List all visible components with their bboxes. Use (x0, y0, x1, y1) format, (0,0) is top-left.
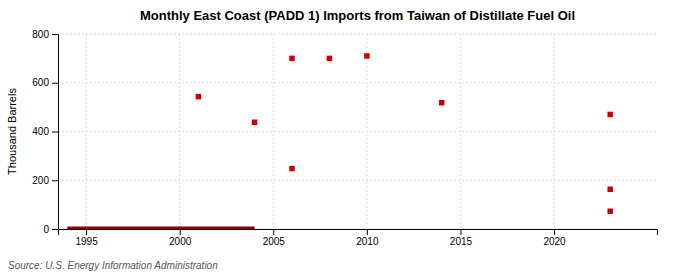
source: Source: U.S. Energy Information Administ… (8, 260, 218, 271)
x-tick-label: 2005 (263, 236, 286, 247)
x-tick: 2000 (169, 229, 192, 247)
line (67, 227, 254, 229)
y-tick-mark (52, 180, 58, 181)
y-tick-label: 400 (32, 126, 49, 137)
y-tick-mark (52, 132, 58, 133)
y-tick: 0 (43, 224, 58, 235)
y-tick: 600 (32, 77, 58, 88)
title: Monthly East Coast (PADD 1) Imports from… (140, 8, 575, 23)
y-axis-line (52, 35, 59, 230)
x-tick: 2020 (543, 229, 566, 247)
marks (67, 53, 613, 228)
y-axis: 0 200 400 600 800 (32, 29, 58, 235)
point (607, 112, 612, 117)
point (252, 119, 257, 124)
x-tick: 1995 (75, 229, 98, 247)
y-tick: 200 (32, 175, 58, 186)
grid (58, 34, 657, 229)
plot: 1995 2000 2005 2010 2015 2020 0 200 400 600 800 (32, 29, 657, 247)
y-tick-mark (52, 83, 58, 84)
grid-line-y (58, 180, 657, 181)
x-tick-label: 2020 (543, 236, 566, 247)
grid-line-y (58, 82, 657, 83)
grid-line-x (273, 34, 274, 229)
x-tick-mark (367, 229, 368, 235)
point (196, 94, 201, 99)
y-tick-label: 0 (43, 224, 49, 235)
x-tick-mark (86, 229, 87, 235)
x-axis: 1995 2000 2005 2010 2015 2020 (59, 229, 658, 247)
point (289, 166, 294, 171)
x-tick-mark (273, 229, 274, 235)
x-axis-line (59, 230, 658, 236)
chart: 1995 2000 2005 2010 2015 2020 0 200 400 600 800 Mon… (0, 0, 675, 275)
x-tick-label: 2015 (450, 236, 473, 247)
y-tick-mark (52, 229, 58, 230)
point (364, 53, 369, 58)
y-tick-label: 200 (32, 175, 49, 186)
y-tick: 800 (32, 29, 58, 40)
y-tick-label: 800 (32, 29, 49, 40)
x-tick-label: 2000 (169, 236, 192, 247)
x-tick: 2015 (450, 229, 473, 247)
x-tick-mark (460, 229, 461, 235)
grid-line-y (58, 34, 657, 35)
point (439, 100, 444, 105)
point (607, 208, 612, 213)
y-tick: 400 (32, 126, 58, 137)
x-tick-mark (554, 229, 555, 235)
x-tick-label: 1995 (75, 236, 98, 247)
grid-line-x (460, 34, 461, 229)
x-tick: 2010 (356, 229, 379, 247)
x-tick-mark (180, 229, 181, 235)
point (327, 56, 332, 61)
point (607, 187, 612, 192)
x-tick: 2005 (263, 229, 286, 247)
y-tick-label: 600 (32, 77, 49, 88)
x-tick-label: 2010 (356, 236, 379, 247)
grid-line-y (58, 131, 657, 132)
point (289, 56, 294, 61)
y-axis-title: Thousand Barrels (6, 88, 18, 175)
y-tick-mark (52, 34, 58, 35)
